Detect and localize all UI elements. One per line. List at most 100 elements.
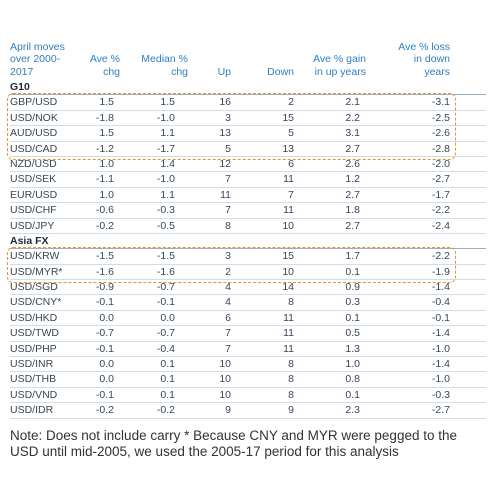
cell-pair: GBP/USD xyxy=(10,96,58,109)
table-row: USD/THB 0.0 0.1 10 8 0.8 -1.0 xyxy=(10,372,486,388)
cell-gain: 2.2 xyxy=(345,111,360,124)
cell-loss: -0.1 xyxy=(431,311,450,324)
cell-avg-chg: -0.9 xyxy=(95,281,114,294)
cell-median-chg: -1.7 xyxy=(156,142,175,155)
cell-up: 5 xyxy=(225,142,231,155)
cell-pair: USD/JPY xyxy=(10,219,55,232)
cell-avg-chg: 1.0 xyxy=(99,188,114,201)
cell-up: 6 xyxy=(225,311,231,324)
table-row: USD/CNY* -0.1 -0.1 4 8 0.3 -0.4 xyxy=(10,295,486,311)
cell-gain: 1.7 xyxy=(345,250,360,263)
cell-median-chg: -0.4 xyxy=(156,342,175,355)
cell-down: 15 xyxy=(282,111,294,124)
cell-avg-chg: -0.2 xyxy=(95,404,114,417)
table-row: USD/IDR -0.2 -0.2 9 9 2.3 -2.7 xyxy=(10,403,486,419)
table-row: USD/SEK -1.1 -1.0 7 11 1.2 -2.7 xyxy=(10,172,486,188)
cell-loss: -2.6 xyxy=(431,127,450,140)
cell-up: 9 xyxy=(225,404,231,417)
cell-loss: -1.4 xyxy=(431,358,450,371)
cell-up: 11 xyxy=(220,188,231,201)
cell-gain: 2.3 xyxy=(345,404,360,417)
cell-avg-chg: -1.2 xyxy=(95,142,114,155)
cell-pair: USD/SEK xyxy=(10,173,57,186)
cell-down: 15 xyxy=(282,250,294,263)
cell-down: 9 xyxy=(288,404,294,417)
table-row: GBP/USD 1.5 1.5 16 2 2.1 -3.1 xyxy=(10,95,486,111)
cell-avg-chg: 0.0 xyxy=(99,358,114,371)
cell-down: 5 xyxy=(288,127,294,140)
cell-down: 10 xyxy=(282,265,294,278)
cell-up: 10 xyxy=(219,358,231,371)
table-row: AUD/USD 1.5 1.1 13 5 3.1 -2.6 xyxy=(10,126,486,142)
cell-gain: 0.1 xyxy=(345,265,360,278)
cell-loss: -2.7 xyxy=(431,404,450,417)
table-row: USD/HKD 0.0 0.0 6 11 0.1 -0.1 xyxy=(10,311,486,327)
header-gain-in-up-years: Ave % gain in up years xyxy=(313,53,366,78)
cell-pair: USD/CAD xyxy=(10,142,58,155)
cell-loss: -2.4 xyxy=(431,219,450,232)
cell-avg-chg: 1.0 xyxy=(99,157,114,170)
cell-gain: 2.1 xyxy=(345,96,360,109)
cell-median-chg: 1.4 xyxy=(160,157,175,170)
cell-up: 10 xyxy=(219,373,231,386)
cell-pair: USD/KRW xyxy=(10,250,60,263)
cell-median-chg: 0.1 xyxy=(160,373,175,386)
header-down: Down xyxy=(267,65,294,78)
cell-pair: USD/NOK xyxy=(10,111,58,124)
cell-median-chg: -1.0 xyxy=(156,111,175,124)
cell-loss: -3.1 xyxy=(431,96,450,109)
cell-median-chg: -0.7 xyxy=(156,281,175,294)
cell-median-chg: 0.0 xyxy=(160,311,175,324)
table-row: USD/TWD -0.7 -0.7 7 11 0.5 -1.4 xyxy=(10,326,486,342)
cell-up: 2 xyxy=(225,265,231,278)
table-row: USD/CHF -0.6 -0.3 7 11 1.8 -2.2 xyxy=(10,203,486,219)
cell-up: 3 xyxy=(225,250,231,263)
cell-gain: 1.3 xyxy=(345,342,360,355)
cell-pair: USD/VND xyxy=(10,388,58,401)
cell-avg-chg: -1.6 xyxy=(95,265,114,278)
cell-loss: -1.4 xyxy=(431,327,450,340)
cell-avg-chg: -1.5 xyxy=(95,250,114,263)
cell-loss: -1.9 xyxy=(431,265,450,278)
cell-loss: -2.5 xyxy=(431,111,450,124)
cell-pair: USD/THB xyxy=(10,373,57,386)
cell-median-chg: 0.1 xyxy=(160,388,175,401)
cell-avg-chg: -1.1 xyxy=(95,173,114,186)
cell-median-chg: 0.1 xyxy=(160,358,175,371)
cell-gain: 2.6 xyxy=(345,157,360,170)
header-loss-in-down-years: Ave % loss in down years xyxy=(398,40,450,78)
table-row: USD/NOK -1.8 -1.0 3 15 2.2 -2.5 xyxy=(10,111,486,127)
cell-down: 8 xyxy=(288,373,294,386)
cell-loss: -2.2 xyxy=(431,250,450,263)
table-row: USD/SGD -0.9 -0.7 4 14 0.9 -1.4 xyxy=(10,280,486,296)
cell-gain: 0.1 xyxy=(345,311,360,324)
cell-avg-chg: -0.1 xyxy=(95,388,114,401)
cell-median-chg: -0.1 xyxy=(156,296,175,309)
header-up: Up xyxy=(217,65,231,78)
cell-down: 8 xyxy=(288,388,294,401)
cell-median-chg: -1.0 xyxy=(156,173,175,186)
cell-gain: 1.2 xyxy=(345,173,360,186)
cell-pair: USD/PHP xyxy=(10,342,57,355)
table-row: NZD/USD 1.0 1.4 12 6 2.6 -2.0 xyxy=(10,157,486,173)
cell-median-chg: -0.7 xyxy=(156,327,175,340)
cell-down: 11 xyxy=(283,204,294,217)
table-row: EUR/USD 1.0 1.1 11 7 2.7 -1.7 xyxy=(10,188,486,204)
table-row: USD/JPY -0.2 -0.5 8 10 2.7 -2.4 xyxy=(10,219,486,234)
cell-down: 11 xyxy=(283,311,294,324)
cell-gain: 2.7 xyxy=(345,219,360,232)
cell-avg-chg: 0.0 xyxy=(99,311,114,324)
section-row: Asia FX xyxy=(10,233,486,250)
cell-down: 10 xyxy=(282,219,294,232)
cell-avg-chg: -1.8 xyxy=(95,111,114,124)
cell-avg-chg: -0.1 xyxy=(95,342,114,355)
cell-loss: -2.7 xyxy=(431,173,450,186)
cell-up: 8 xyxy=(225,219,231,232)
cell-up: 7 xyxy=(225,204,231,217)
cell-down: 6 xyxy=(288,157,294,170)
cell-gain: 2.7 xyxy=(345,142,360,155)
footnote: Note: Does not include carry * Because C… xyxy=(10,428,457,459)
table-row: USD/VND -0.1 0.1 10 8 0.1 -0.3 xyxy=(10,388,486,404)
cell-down: 8 xyxy=(288,296,294,309)
cell-up: 12 xyxy=(219,157,231,170)
